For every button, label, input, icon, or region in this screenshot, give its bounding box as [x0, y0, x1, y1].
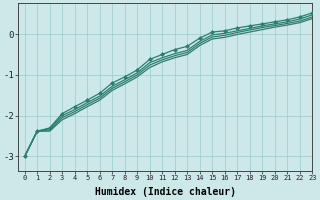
X-axis label: Humidex (Indice chaleur): Humidex (Indice chaleur)	[95, 186, 236, 197]
